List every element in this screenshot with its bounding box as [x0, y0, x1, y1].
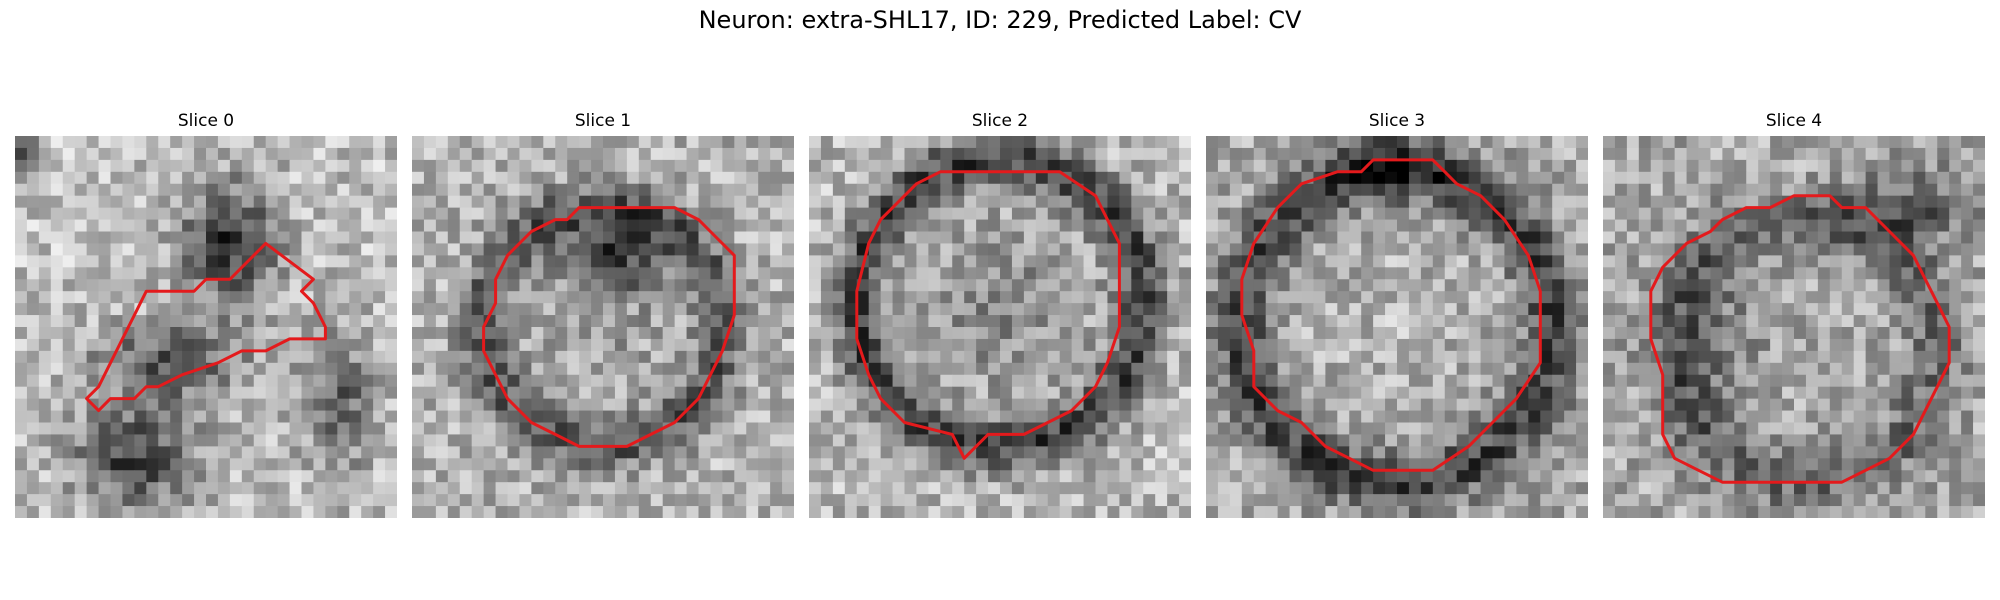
contour-outline-3 — [1240, 158, 1542, 472]
slice-title-3: Slice 3 — [1368, 111, 1426, 131]
slice-image-3 — [1206, 136, 1588, 518]
slice-image-0 — [15, 136, 397, 518]
slice-panel-0: Slice 0 — [15, 108, 397, 518]
contour-outline-2 — [855, 170, 1121, 460]
figure-title: Neuron: extra-SHL17, ID: 229, Predicted … — [698, 6, 1302, 34]
slice-image-1 — [412, 136, 794, 518]
slice-panel-2: Slice 2 — [809, 108, 1191, 518]
slice-panel-1: Slice 1 — [412, 108, 794, 518]
slice-title-0: Slice 0 — [177, 111, 235, 131]
contour-outline-1 — [482, 206, 736, 448]
slice-title-4: Slice 4 — [1765, 111, 1823, 131]
slice-panel-3: Slice 3 — [1206, 108, 1588, 518]
slice-image-2 — [809, 136, 1191, 518]
contour-outline-4 — [1649, 194, 1951, 484]
slice-panel-4: Slice 4 — [1603, 108, 1985, 518]
slice-image-4 — [1603, 136, 1985, 518]
contour-outline-0 — [85, 241, 327, 413]
slice-title-1: Slice 1 — [574, 111, 632, 131]
slice-title-2: Slice 2 — [971, 111, 1029, 131]
